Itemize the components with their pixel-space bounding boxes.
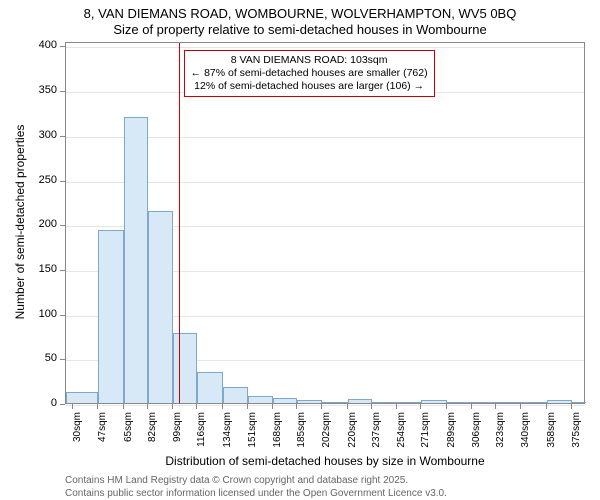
y-tick-label: 200 [0, 218, 57, 230]
x-tick-mark [123, 404, 124, 409]
annotation-line: 12% of semi-detached houses are larger (… [191, 80, 428, 93]
x-tick-label: 289sqm [446, 412, 457, 462]
y-tick-label: 350 [0, 84, 57, 96]
x-tick-label: 220sqm [347, 412, 358, 462]
x-tick-mark [446, 404, 447, 409]
y-tick-mark [60, 359, 65, 360]
annotation-box: 8 VAN DIEMANS ROAD: 103sqm← 87% of semi-… [184, 50, 435, 97]
chart-footer: Contains HM Land Registry data © Crown c… [65, 474, 447, 500]
y-gridline [66, 47, 584, 48]
annotation-line: ← 87% of semi-detached houses are smalle… [191, 67, 428, 80]
y-tick-mark [60, 315, 65, 316]
y-tick-label: 400 [0, 39, 57, 51]
histogram-bar [173, 333, 198, 403]
x-tick-label: 168sqm [272, 412, 283, 462]
x-tick-label: 202sqm [321, 412, 332, 462]
y-tick-label: 150 [0, 263, 57, 275]
histogram-bar [273, 398, 298, 403]
x-tick-mark [196, 404, 197, 409]
x-tick-mark [420, 404, 421, 409]
x-tick-label: 340sqm [520, 412, 531, 462]
x-tick-mark [520, 404, 521, 409]
x-tick-mark [172, 404, 173, 409]
x-tick-label: 185sqm [296, 412, 307, 462]
x-tick-label: 30sqm [72, 412, 83, 462]
x-tick-label: 65sqm [123, 412, 134, 462]
x-tick-label: 151sqm [247, 412, 258, 462]
histogram-bar [148, 211, 173, 403]
y-tick-mark [60, 181, 65, 182]
x-tick-mark [272, 404, 273, 409]
y-tick-mark [60, 225, 65, 226]
y-tick-label: 0 [0, 397, 57, 409]
histogram-bar [124, 117, 149, 403]
x-tick-mark [296, 404, 297, 409]
histogram-bar [297, 400, 322, 403]
x-tick-mark [247, 404, 248, 409]
y-tick-mark [60, 404, 65, 405]
x-tick-mark [222, 404, 223, 409]
x-tick-label: 254sqm [396, 412, 407, 462]
histogram-bar [197, 372, 223, 403]
x-tick-label: 82sqm [147, 412, 158, 462]
x-tick-mark [321, 404, 322, 409]
y-tick-mark [60, 91, 65, 92]
histogram-bar [547, 400, 572, 403]
x-tick-mark [147, 404, 148, 409]
x-tick-mark [347, 404, 348, 409]
histogram-bar [223, 387, 248, 403]
x-tick-mark [97, 404, 98, 409]
x-tick-mark [72, 404, 73, 409]
x-tick-label: 99sqm [172, 412, 183, 462]
y-tick-label: 100 [0, 308, 57, 320]
histogram-bar [98, 230, 124, 403]
y-tick-label: 300 [0, 129, 57, 141]
x-tick-mark [546, 404, 547, 409]
x-tick-label: 134sqm [222, 412, 233, 462]
x-tick-mark [471, 404, 472, 409]
y-tick-label: 250 [0, 174, 57, 186]
y-tick-mark [60, 46, 65, 47]
annotation-line: 8 VAN DIEMANS ROAD: 103sqm [191, 54, 428, 67]
histogram-bar [397, 402, 422, 403]
x-tick-label: 375sqm [571, 412, 582, 462]
histogram-bar [348, 399, 373, 403]
histogram-bar [372, 402, 397, 403]
x-tick-mark [396, 404, 397, 409]
footer-line-2: Contains public sector information licen… [65, 487, 447, 500]
x-tick-label: 271sqm [420, 412, 431, 462]
histogram-bar [66, 392, 98, 403]
x-tick-label: 116sqm [196, 412, 207, 462]
histogram-bar [572, 402, 586, 403]
x-tick-label: 237sqm [371, 412, 382, 462]
x-tick-mark [371, 404, 372, 409]
histogram-bar [322, 402, 348, 403]
chart-title-subtitle: Size of property relative to semi-detach… [0, 22, 600, 37]
x-tick-mark [571, 404, 572, 409]
x-tick-mark [495, 404, 496, 409]
histogram-bar [472, 402, 497, 403]
x-tick-label: 323sqm [495, 412, 506, 462]
footer-line-1: Contains HM Land Registry data © Crown c… [65, 474, 447, 487]
x-tick-label: 306sqm [471, 412, 482, 462]
histogram-bar [521, 402, 547, 403]
x-tick-label: 47sqm [97, 412, 108, 462]
y-tick-mark [60, 270, 65, 271]
histogram-bar [496, 402, 521, 403]
histogram-bar [248, 396, 273, 403]
x-tick-label: 358sqm [546, 412, 557, 462]
y-tick-mark [60, 136, 65, 137]
y-tick-label: 50 [0, 352, 57, 364]
y-gridline [66, 405, 584, 406]
histogram-bar [447, 402, 472, 403]
reference-line [179, 43, 180, 403]
chart-title-address: 8, VAN DIEMANS ROAD, WOMBOURNE, WOLVERHA… [0, 6, 600, 21]
histogram-bar [421, 400, 447, 403]
